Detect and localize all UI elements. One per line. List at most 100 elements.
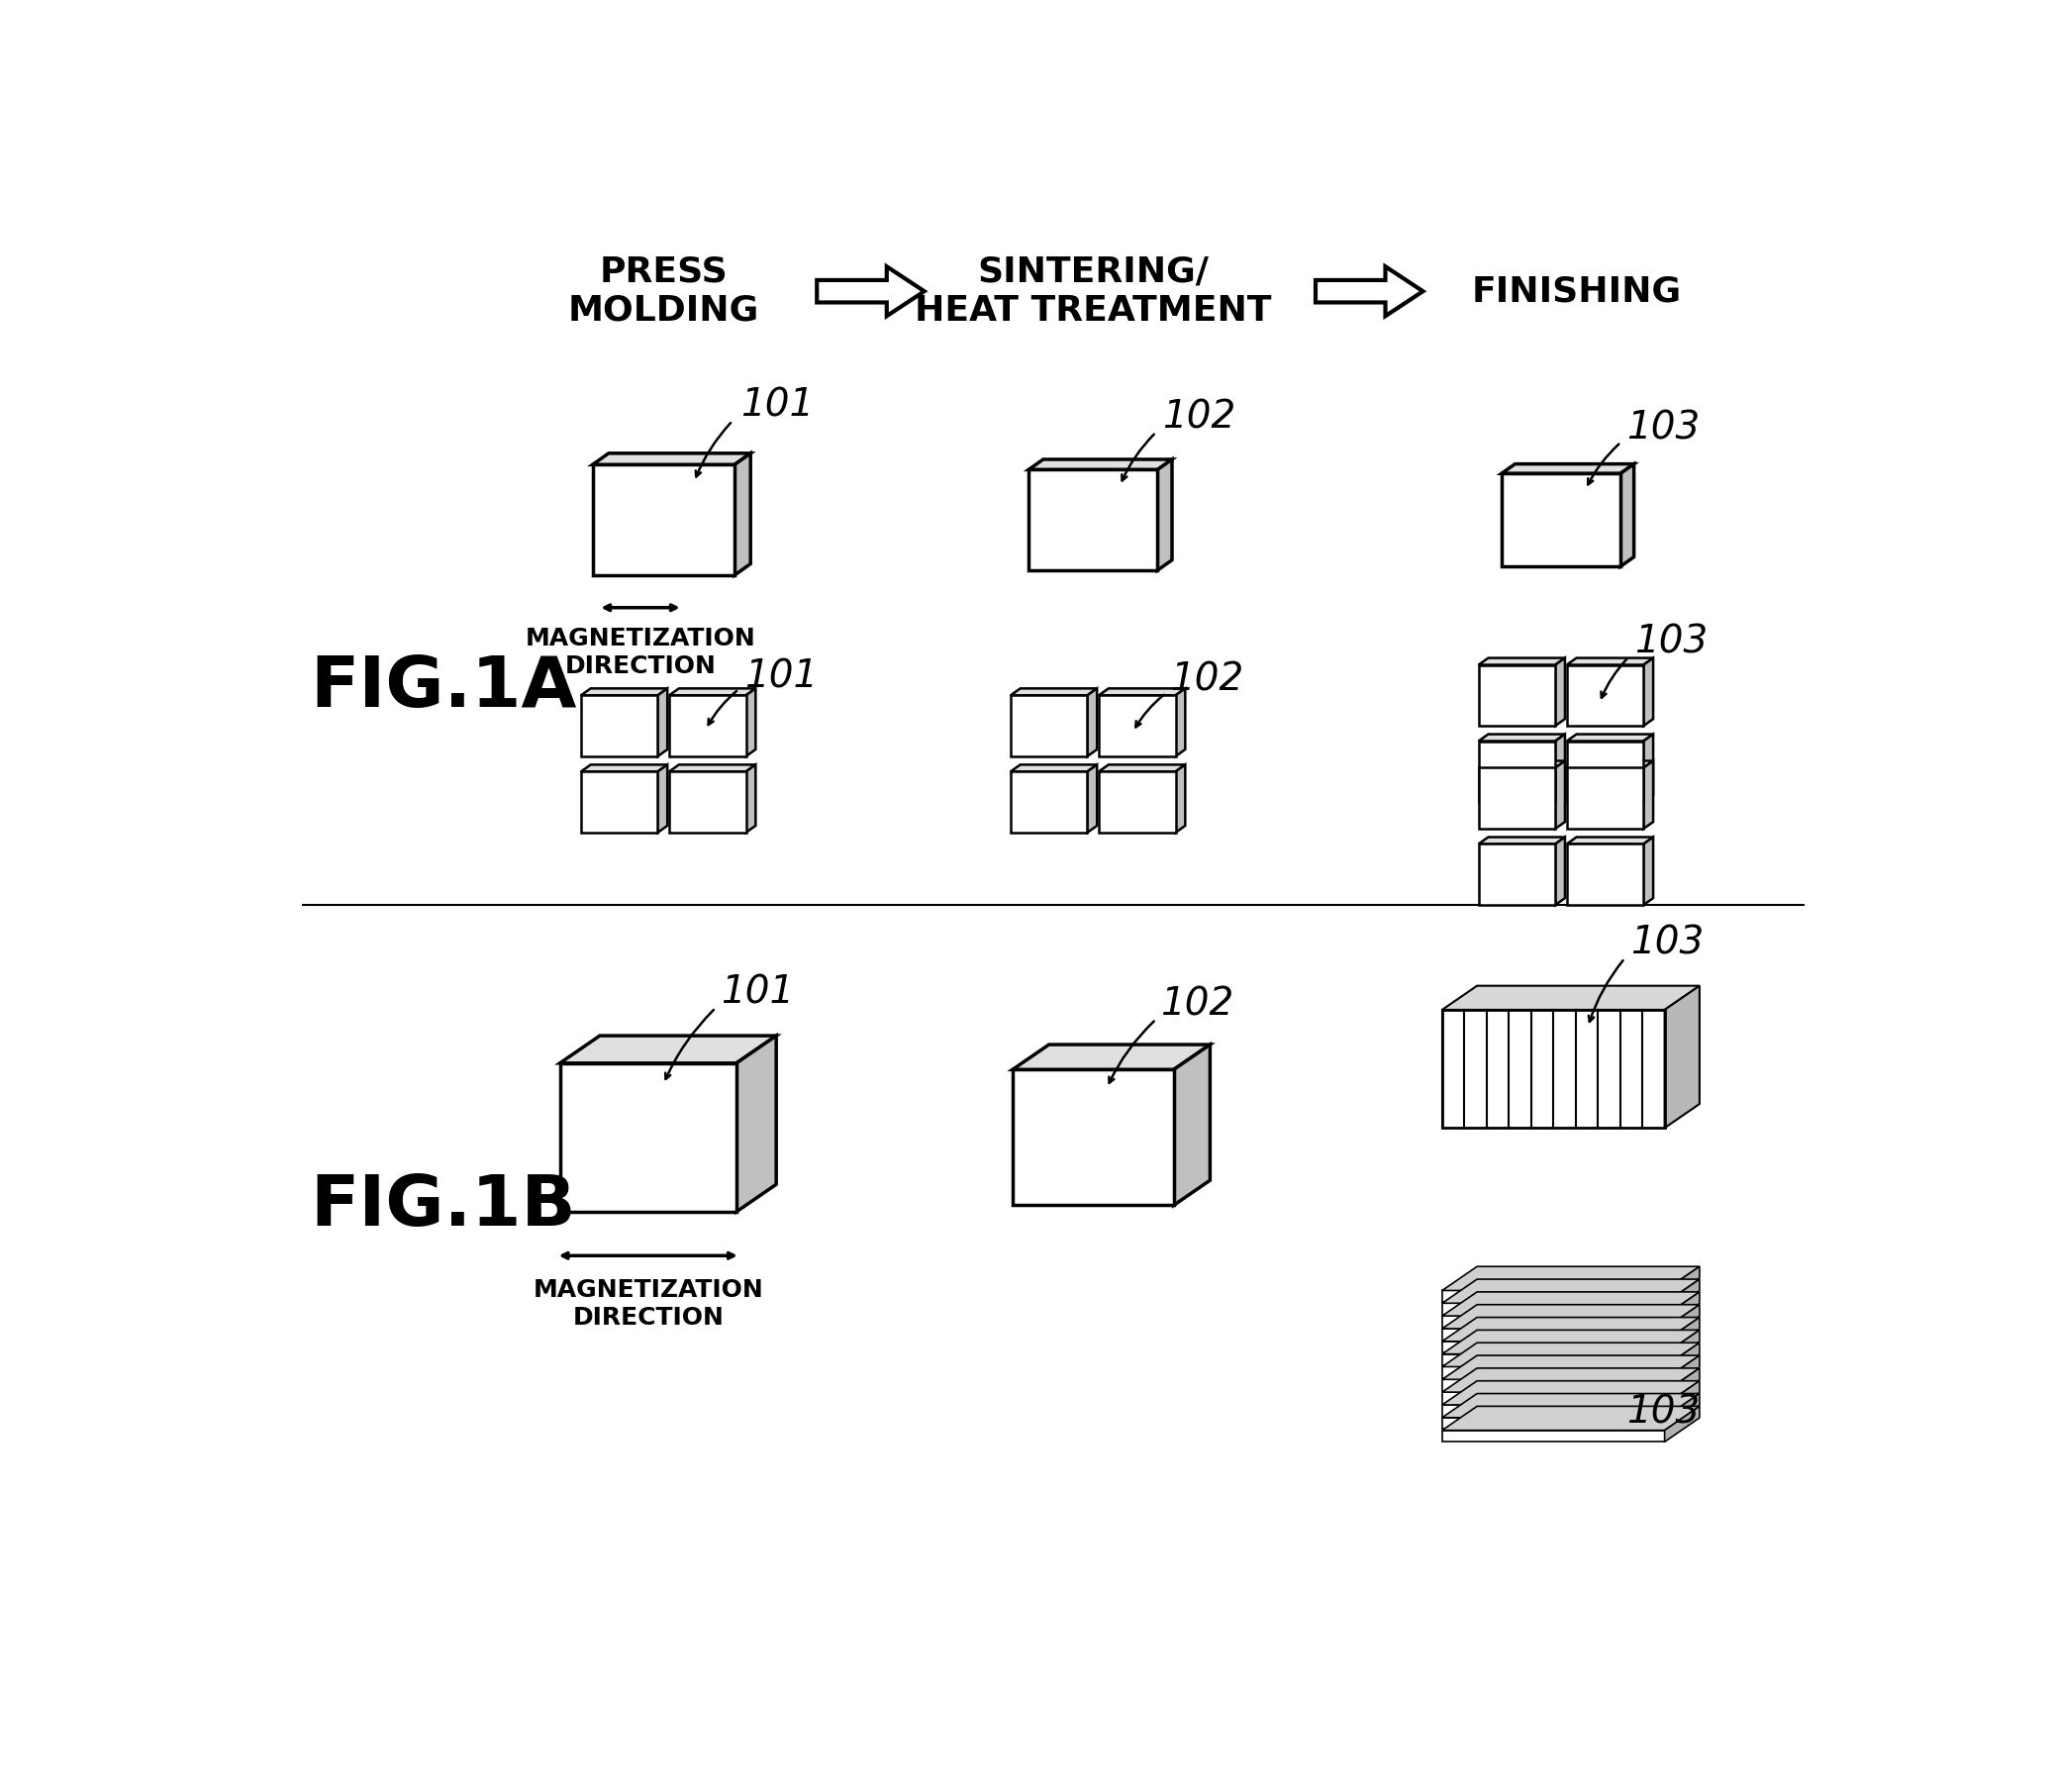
Text: SINTERING/
HEAT TREATMENT: SINTERING/ HEAT TREATMENT [914,254,1272,328]
Polygon shape [1480,837,1566,844]
Polygon shape [1443,1407,1699,1430]
Polygon shape [582,772,658,833]
Polygon shape [1443,1267,1699,1290]
Text: 101: 101 [744,658,818,695]
Polygon shape [1566,762,1652,767]
Polygon shape [1443,1380,1665,1391]
Polygon shape [1443,1430,1665,1443]
Polygon shape [1566,844,1644,905]
Polygon shape [1443,1367,1699,1392]
Polygon shape [1443,1367,1665,1378]
Polygon shape [1013,1045,1210,1070]
Polygon shape [1030,470,1157,570]
Polygon shape [1443,1279,1699,1303]
Polygon shape [1011,688,1097,695]
Polygon shape [1665,986,1699,1127]
Polygon shape [1087,765,1097,833]
Polygon shape [1099,695,1175,756]
Polygon shape [1566,742,1644,803]
Polygon shape [559,1036,777,1063]
Text: 103: 103 [1626,410,1699,448]
Polygon shape [1556,837,1566,905]
Polygon shape [670,765,756,772]
Polygon shape [658,688,668,756]
Polygon shape [1443,1292,1699,1315]
Polygon shape [1566,837,1652,844]
Polygon shape [1665,1342,1699,1378]
Polygon shape [1013,1070,1173,1206]
Polygon shape [1443,1392,1665,1403]
Polygon shape [1175,688,1186,756]
Polygon shape [1443,1303,1665,1315]
Text: 103: 103 [1626,1392,1699,1430]
Polygon shape [1502,473,1621,566]
Polygon shape [1157,459,1171,570]
Polygon shape [1443,986,1699,1009]
Polygon shape [1443,1330,1699,1355]
Polygon shape [1443,1315,1665,1328]
Polygon shape [1566,658,1652,665]
Polygon shape [1665,1355,1699,1391]
Polygon shape [1644,735,1652,803]
Polygon shape [1665,1367,1699,1403]
Polygon shape [592,464,734,575]
Polygon shape [1665,1394,1699,1430]
Text: 102: 102 [1169,661,1243,699]
Polygon shape [1480,762,1566,767]
Polygon shape [746,765,756,833]
Polygon shape [1644,837,1652,905]
Polygon shape [818,267,925,315]
Polygon shape [1443,1290,1665,1303]
Text: MAGNETIZATION
DIRECTION: MAGNETIZATION DIRECTION [532,1278,762,1330]
Polygon shape [582,765,668,772]
Polygon shape [1480,658,1566,665]
Text: 103: 103 [1630,925,1704,962]
Polygon shape [1087,688,1097,756]
Polygon shape [1621,464,1634,566]
Polygon shape [1556,658,1566,726]
Polygon shape [670,688,756,695]
Polygon shape [1443,1355,1699,1380]
Text: 101: 101 [721,973,795,1011]
Polygon shape [1665,1292,1699,1328]
Polygon shape [1011,765,1097,772]
Polygon shape [1665,1382,1699,1416]
Polygon shape [582,695,658,756]
Polygon shape [1480,665,1556,726]
Polygon shape [1099,765,1186,772]
Polygon shape [734,453,750,575]
Polygon shape [670,772,746,833]
Polygon shape [1566,735,1652,742]
Polygon shape [1175,765,1186,833]
Polygon shape [1315,267,1422,315]
Text: FIG.1B: FIG.1B [310,1172,577,1240]
Polygon shape [1480,735,1566,742]
Polygon shape [1443,1342,1699,1367]
Polygon shape [559,1063,736,1211]
Polygon shape [1502,464,1634,473]
Polygon shape [1011,695,1087,756]
Polygon shape [1480,844,1556,905]
Polygon shape [1443,1394,1699,1417]
Polygon shape [592,453,750,464]
Polygon shape [670,695,746,756]
Text: 102: 102 [1161,986,1235,1023]
Polygon shape [1665,1279,1699,1315]
Text: FIG.1A: FIG.1A [310,654,577,722]
Text: 101: 101 [740,387,814,425]
Polygon shape [1099,772,1175,833]
Polygon shape [1173,1045,1210,1206]
Text: PRESS
MOLDING: PRESS MOLDING [567,254,758,328]
Polygon shape [1443,1317,1699,1342]
Text: 102: 102 [1163,398,1235,435]
Polygon shape [1480,767,1556,828]
Polygon shape [1665,1317,1699,1353]
Polygon shape [1443,1305,1699,1328]
Polygon shape [658,765,668,833]
Polygon shape [1443,1342,1665,1353]
Polygon shape [1644,762,1652,828]
Polygon shape [1556,735,1566,803]
Polygon shape [1566,767,1644,828]
Polygon shape [1665,1267,1699,1303]
Polygon shape [736,1036,777,1211]
